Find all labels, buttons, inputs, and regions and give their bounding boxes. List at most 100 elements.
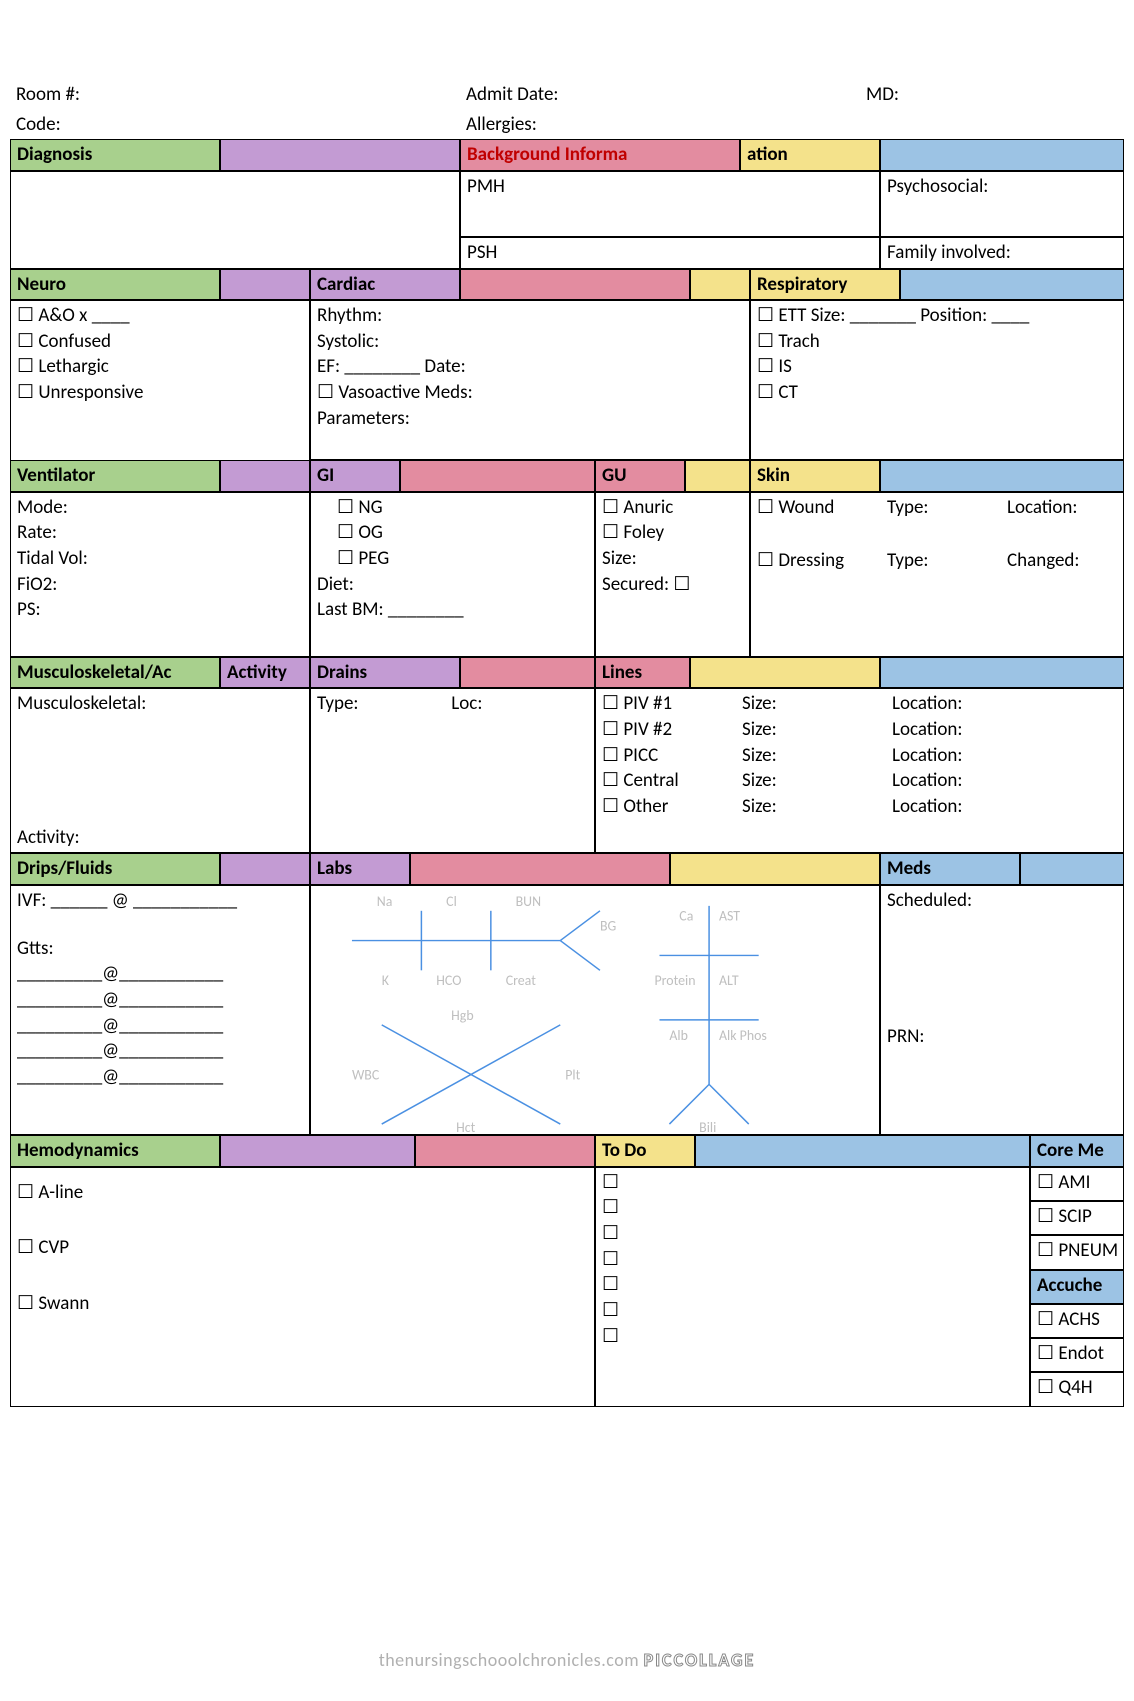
gi-diet[interactable]: Diet: (317, 572, 588, 598)
gu-foley[interactable]: Foley (602, 520, 743, 546)
drains-body[interactable]: Type: Loc: (310, 688, 595, 853)
core-ami[interactable]: AMI (1030, 1167, 1124, 1201)
todo-6[interactable]: ☐ (602, 1298, 1023, 1324)
gu-size[interactable]: Size: (602, 546, 743, 572)
psh-cell[interactable]: PSH (460, 237, 880, 269)
drips-l4[interactable]: _________@___________ (17, 1038, 303, 1064)
neuro-lethargic[interactable]: Lethargic (17, 354, 303, 380)
vent-mode[interactable]: Mode: (17, 495, 303, 521)
hemo-swann[interactable]: Swann (17, 1291, 588, 1317)
pmh-cell[interactable]: PMH (460, 171, 880, 237)
line-piv1[interactable]: PIV #1 (602, 691, 742, 717)
gu-anuric[interactable]: Anuric (602, 495, 743, 521)
drips-l3[interactable]: _________@___________ (17, 1013, 303, 1039)
vent-ps[interactable]: PS: (17, 597, 303, 623)
skin-body[interactable]: Wound Type: Location: Dressing Type: Cha… (750, 492, 1124, 657)
vent-tv[interactable]: Tidal Vol: (17, 546, 303, 572)
resp-trach[interactable]: Trach (757, 329, 1117, 355)
gi-peg[interactable]: PEG (317, 546, 588, 572)
labs-body[interactable]: Na Cl BUN K HCO Creat BG Hgb WBC Plt Hct (310, 885, 880, 1135)
accu-q4h[interactable]: Q4H (1030, 1372, 1124, 1406)
background-blue (880, 139, 1124, 171)
vent-fio2[interactable]: FiO2: (17, 572, 303, 598)
line-picc[interactable]: PICC (602, 743, 742, 769)
meds-scheduled[interactable]: Scheduled: (887, 888, 1117, 914)
accu-achs[interactable]: ACHS (1030, 1304, 1124, 1338)
vent-purple (220, 460, 310, 492)
resp-ct[interactable]: CT (757, 380, 1117, 406)
todo-header: To Do (595, 1135, 695, 1167)
hemo-aline[interactable]: A-line (17, 1180, 588, 1206)
admit-label[interactable]: Admit Date: (460, 80, 860, 110)
drips-ivf[interactable]: IVF: ______ @ ___________ (17, 888, 303, 914)
cardiac-vaso[interactable]: Vasoactive Meds: (317, 381, 473, 404)
line-central[interactable]: Central (602, 768, 742, 794)
svg-text:HCO: HCO (436, 972, 461, 989)
todo-5[interactable]: ☐ (602, 1272, 1023, 1298)
watermark: thenursingschooolchronicles.com PICCOLLA… (0, 1649, 1134, 1671)
msk-body[interactable]: Musculoskeletal: Activity: (10, 688, 310, 853)
neuro-body[interactable]: A&O x ____ Confused Lethargic Unresponsi… (10, 300, 310, 460)
core-scip[interactable]: SCIP (1030, 1201, 1124, 1235)
neuro-aao[interactable]: A&O x ____ (17, 303, 303, 329)
drains-type[interactable]: Type: (317, 691, 447, 717)
gi-ng[interactable]: NG (317, 495, 588, 521)
drips-l1[interactable]: _________@___________ (17, 961, 303, 987)
allergies-label[interactable]: Allergies: (460, 110, 1124, 140)
gi-body[interactable]: NG OG PEG Diet: Last BM: ________ (310, 492, 595, 657)
diagnosis-body[interactable] (10, 171, 460, 237)
diagnosis-body-2[interactable] (10, 237, 460, 269)
skin-dressing[interactable]: Dressing (757, 548, 887, 574)
meds-body[interactable]: Scheduled: PRN: (880, 885, 1124, 1135)
line-piv2[interactable]: PIV #2 (602, 717, 742, 743)
todo-body[interactable]: ☐ ☐ ☐ ☐ ☐ ☐ ☐ (595, 1167, 1030, 1407)
msk-activity[interactable]: Activity: (17, 825, 303, 851)
gu-secured[interactable]: Secured: ☐ (602, 572, 743, 598)
todo-3[interactable]: ☐ (602, 1221, 1023, 1247)
neuro-confused[interactable]: Confused (17, 329, 303, 355)
skin-wound-loc[interactable]: Location: (1007, 495, 1077, 521)
lines-body[interactable]: PIV #1Size:Location: PIV #2Size:Location… (595, 688, 1124, 853)
respiratory-body[interactable]: ETT Size: _______ Position: ____ Trach I… (750, 300, 1124, 460)
cardiac-rhythm[interactable]: Rhythm: (317, 303, 743, 329)
room-label[interactable]: Room #: (10, 80, 460, 110)
accu-endot[interactable]: Endot (1030, 1338, 1124, 1372)
core-pneum[interactable]: PNEUM (1030, 1235, 1124, 1269)
todo-2[interactable]: ☐ (602, 1195, 1023, 1221)
vent-body[interactable]: Mode: Rate: Tidal Vol: FiO2: PS: (10, 492, 310, 657)
cardiac-ef[interactable]: EF: ________ Date: (317, 354, 743, 380)
cardiac-params[interactable]: Parameters: (317, 406, 743, 432)
family-cell[interactable]: Family involved: (880, 237, 1124, 269)
todo-7[interactable]: ☐ (602, 1324, 1023, 1350)
skin-dressing-changed[interactable]: Changed: (1007, 548, 1080, 574)
skin-dressing-type[interactable]: Type: (887, 548, 1007, 574)
drains-loc[interactable]: Loc: (451, 692, 482, 715)
hemo-cvp[interactable]: CVP (17, 1235, 588, 1261)
gu-body[interactable]: Anuric Foley Size: Secured: ☐ (595, 492, 750, 657)
neuro-unresponsive[interactable]: Unresponsive (17, 380, 303, 406)
code-label[interactable]: Code: (10, 110, 460, 140)
drips-l5[interactable]: _________@___________ (17, 1064, 303, 1090)
meds-prn[interactable]: PRN: (887, 1024, 1117, 1050)
cardiac-systolic[interactable]: Systolic: (317, 329, 743, 355)
gi-lastbm[interactable]: Last BM: ________ (317, 597, 588, 623)
hemo-body[interactable]: A-line CVP Swann (10, 1167, 595, 1407)
cardiac-body[interactable]: Rhythm: Systolic: EF: ________ Date: Vas… (310, 300, 750, 460)
skin-wound-type[interactable]: Type: (887, 495, 1007, 521)
drips-l2[interactable]: _________@___________ (17, 987, 303, 1013)
todo-4[interactable]: ☐ (602, 1247, 1023, 1273)
msk-musculo[interactable]: Musculoskeletal: (17, 691, 303, 717)
line-other[interactable]: Other (602, 794, 742, 820)
hemo-header: Hemodynamics (10, 1135, 220, 1167)
vent-rate[interactable]: Rate: (17, 520, 303, 546)
md-label[interactable]: MD: (860, 80, 1124, 110)
core-header: Core Me (1030, 1135, 1124, 1167)
skin-wound[interactable]: Wound (757, 495, 887, 521)
resp-ett[interactable]: ETT Size: _______ Position: ____ (757, 303, 1117, 329)
todo-1[interactable]: ☐ (602, 1170, 1023, 1196)
gi-og[interactable]: OG (317, 520, 588, 546)
drips-gtts[interactable]: Gtts: (17, 936, 303, 962)
drips-body[interactable]: IVF: ______ @ ___________ Gtts: ________… (10, 885, 310, 1135)
psychosocial-cell[interactable]: Psychosocial: (880, 171, 1124, 237)
resp-is[interactable]: IS (757, 354, 1117, 380)
